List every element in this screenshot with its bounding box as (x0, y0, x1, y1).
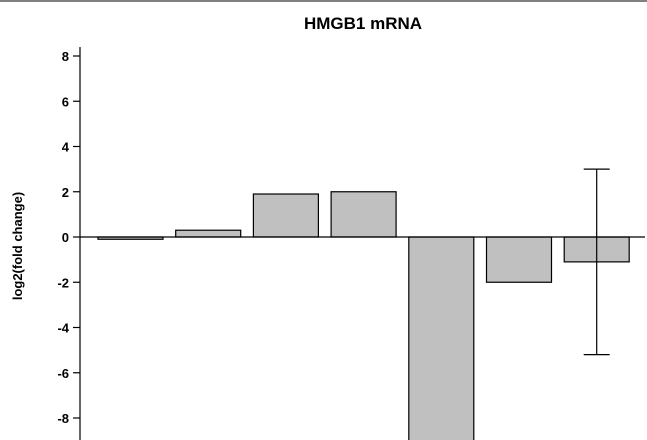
bar (408, 236, 475, 440)
y-tick-label: -2 (57, 275, 69, 290)
bar (252, 193, 319, 238)
y-axis-label: log2(fold change) (10, 192, 25, 300)
y-tick-label: -8 (57, 411, 69, 426)
y-tick-label: -4 (57, 321, 69, 336)
y-tick-label: 4 (62, 140, 70, 155)
y-tick-label: -6 (57, 366, 69, 381)
bars (97, 191, 630, 440)
y-tick-label: 8 (62, 49, 69, 64)
y-tick-label: 0 (62, 230, 69, 245)
y-axis-ticks: 8 6 4 2 0 -2 -4 -6 -8 (57, 49, 80, 426)
chart-title: HMGB1 mRNA (304, 14, 422, 33)
y-tick-label: 2 (62, 185, 69, 200)
bar (330, 191, 397, 238)
bar (485, 236, 553, 283)
bar (175, 229, 242, 238)
y-tick-label: 6 (62, 94, 69, 109)
error-bars (583, 168, 610, 356)
